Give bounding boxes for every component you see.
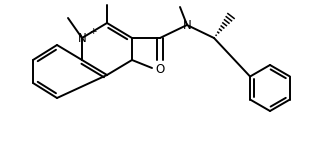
Text: N: N	[182, 19, 191, 31]
Text: +: +	[89, 26, 96, 35]
Text: O: O	[155, 63, 164, 76]
Text: N: N	[77, 31, 86, 45]
